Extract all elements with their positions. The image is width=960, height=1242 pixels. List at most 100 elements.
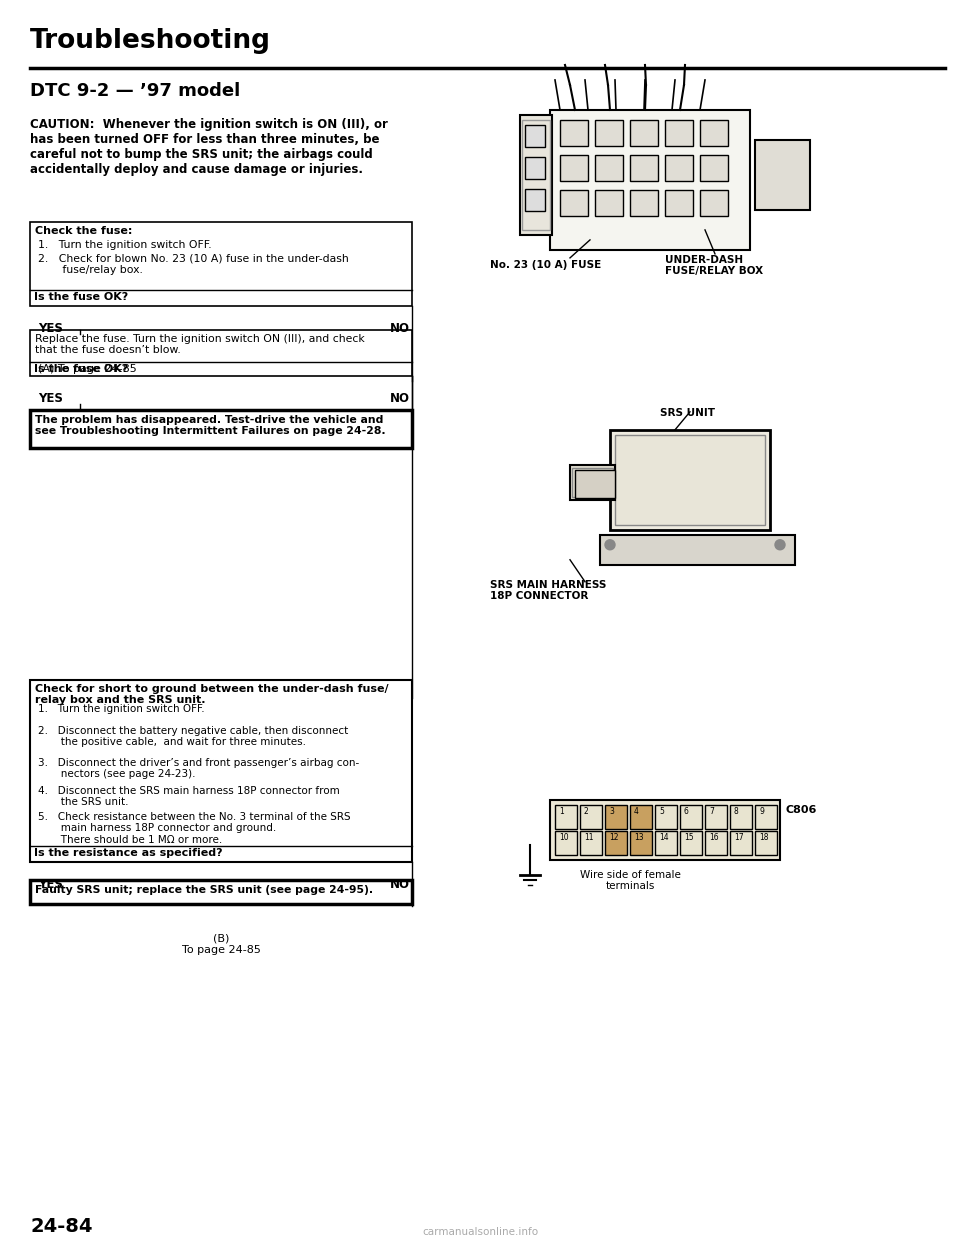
- Bar: [605, 805, 627, 828]
- Bar: [610, 430, 770, 530]
- Bar: [595, 155, 623, 181]
- Bar: [730, 831, 752, 854]
- Bar: [30, 410, 412, 448]
- Circle shape: [775, 540, 785, 550]
- Text: Is the fuse OK?: Is the fuse OK?: [34, 364, 129, 374]
- Text: No. 23 (10 A) FUSE: No. 23 (10 A) FUSE: [490, 260, 601, 270]
- Text: 6: 6: [684, 806, 689, 816]
- Bar: [705, 831, 727, 854]
- Text: SRS MAIN HARNESS
18P CONNECTOR: SRS MAIN HARNESS 18P CONNECTOR: [490, 580, 607, 601]
- Bar: [600, 535, 795, 565]
- Bar: [605, 831, 627, 854]
- Text: 17: 17: [734, 832, 744, 842]
- Text: 5.   Check resistance between the No. 3 terminal of the SRS
       main harness : 5. Check resistance between the No. 3 te…: [38, 812, 350, 845]
- Bar: [755, 140, 810, 210]
- Bar: [665, 155, 693, 181]
- Text: 24-84: 24-84: [30, 1217, 92, 1237]
- Bar: [755, 831, 777, 854]
- Bar: [550, 111, 750, 250]
- Text: YES: YES: [38, 322, 62, 335]
- Text: NO: NO: [390, 322, 410, 335]
- Bar: [30, 879, 412, 904]
- Text: (B)
To page 24-85: (B) To page 24-85: [181, 934, 260, 955]
- Text: CAUTION:  Whenever the ignition switch is ON (III), or
has been turned OFF for l: CAUTION: Whenever the ignition switch is…: [30, 118, 388, 176]
- Bar: [630, 120, 658, 147]
- Text: 9: 9: [759, 806, 764, 816]
- Text: 8: 8: [734, 806, 739, 816]
- Bar: [700, 120, 728, 147]
- Bar: [665, 120, 693, 147]
- Text: Is the resistance as specified?: Is the resistance as specified?: [34, 847, 223, 858]
- Text: 10: 10: [559, 832, 568, 842]
- Bar: [630, 155, 658, 181]
- Text: 2.   Disconnect the battery negative cable, then disconnect
       the positive : 2. Disconnect the battery negative cable…: [38, 725, 348, 748]
- Bar: [575, 469, 615, 498]
- Bar: [705, 805, 727, 828]
- Text: The problem has disappeared. Test-drive the vehicle and
see Troubleshooting Inte: The problem has disappeared. Test-drive …: [35, 415, 386, 436]
- Text: 2: 2: [584, 806, 588, 816]
- Text: NO: NO: [390, 391, 410, 405]
- Text: 3: 3: [609, 806, 613, 816]
- Text: carmanualsonline.info: carmanualsonline.info: [422, 1227, 538, 1237]
- Bar: [665, 190, 693, 216]
- Text: Replace the fuse. Turn the ignition switch ON (III), and check
that the fuse doe: Replace the fuse. Turn the ignition swit…: [35, 334, 365, 355]
- Text: YES: YES: [38, 391, 62, 405]
- Text: 14: 14: [659, 832, 668, 842]
- Bar: [595, 120, 623, 147]
- Text: Wire side of female
terminals: Wire side of female terminals: [580, 869, 681, 892]
- Bar: [30, 330, 412, 376]
- Text: 12: 12: [609, 832, 618, 842]
- Bar: [680, 805, 702, 828]
- Text: 7: 7: [709, 806, 714, 816]
- Text: (A) To page 24-85: (A) To page 24-85: [38, 364, 136, 374]
- Text: 2.   Check for blown No. 23 (10 A) fuse in the under-dash
       fuse/relay box.: 2. Check for blown No. 23 (10 A) fuse in…: [38, 253, 348, 276]
- Text: Faulty SRS unit; replace the SRS unit (see page 24-95).: Faulty SRS unit; replace the SRS unit (s…: [35, 884, 373, 894]
- Text: 18: 18: [759, 832, 769, 842]
- Bar: [30, 222, 412, 306]
- Text: YES: YES: [38, 878, 62, 891]
- Bar: [525, 156, 545, 179]
- Text: 1.   Turn the ignition switch OFF.: 1. Turn the ignition switch OFF.: [38, 240, 211, 250]
- Text: 13: 13: [634, 832, 643, 842]
- Circle shape: [605, 540, 615, 550]
- Text: 4: 4: [634, 806, 638, 816]
- Text: 11: 11: [584, 832, 593, 842]
- Bar: [580, 805, 602, 828]
- Bar: [700, 190, 728, 216]
- Bar: [700, 155, 728, 181]
- Text: NO: NO: [390, 878, 410, 891]
- Bar: [525, 125, 545, 147]
- Text: 4.   Disconnect the SRS main harness 18P connector from
       the SRS unit.: 4. Disconnect the SRS main harness 18P c…: [38, 786, 340, 807]
- Text: DTC 9-2 — ’97 model: DTC 9-2 — ’97 model: [30, 82, 240, 99]
- Text: 5: 5: [659, 806, 664, 816]
- Bar: [630, 190, 658, 216]
- Bar: [550, 800, 780, 859]
- Bar: [630, 831, 652, 854]
- Bar: [30, 679, 412, 862]
- Bar: [580, 831, 602, 854]
- Text: Check for short to ground between the under-dash fuse/
relay box and the SRS uni: Check for short to ground between the un…: [35, 683, 389, 705]
- Bar: [680, 831, 702, 854]
- Bar: [525, 189, 545, 211]
- Text: Is the fuse OK?: Is the fuse OK?: [34, 292, 129, 302]
- Bar: [522, 120, 550, 230]
- Bar: [555, 831, 577, 854]
- Text: SRS UNIT: SRS UNIT: [660, 407, 715, 417]
- Text: UNDER-DASH
FUSE/RELAY BOX: UNDER-DASH FUSE/RELAY BOX: [665, 255, 763, 277]
- Text: 1.   Turn the ignition switch OFF.: 1. Turn the ignition switch OFF.: [38, 704, 204, 714]
- Bar: [730, 805, 752, 828]
- Bar: [555, 805, 577, 828]
- Bar: [655, 831, 677, 854]
- Text: 16: 16: [709, 832, 719, 842]
- Bar: [572, 468, 613, 497]
- Text: 1: 1: [559, 806, 564, 816]
- Bar: [755, 805, 777, 828]
- Bar: [560, 190, 588, 216]
- Bar: [615, 435, 765, 525]
- Text: 3.   Disconnect the driver’s and front passenger’s airbag con-
       nectors (s: 3. Disconnect the driver’s and front pas…: [38, 758, 359, 779]
- Bar: [595, 190, 623, 216]
- Text: C806: C806: [785, 805, 816, 815]
- Bar: [570, 465, 615, 499]
- Bar: [630, 805, 652, 828]
- Bar: [520, 116, 552, 235]
